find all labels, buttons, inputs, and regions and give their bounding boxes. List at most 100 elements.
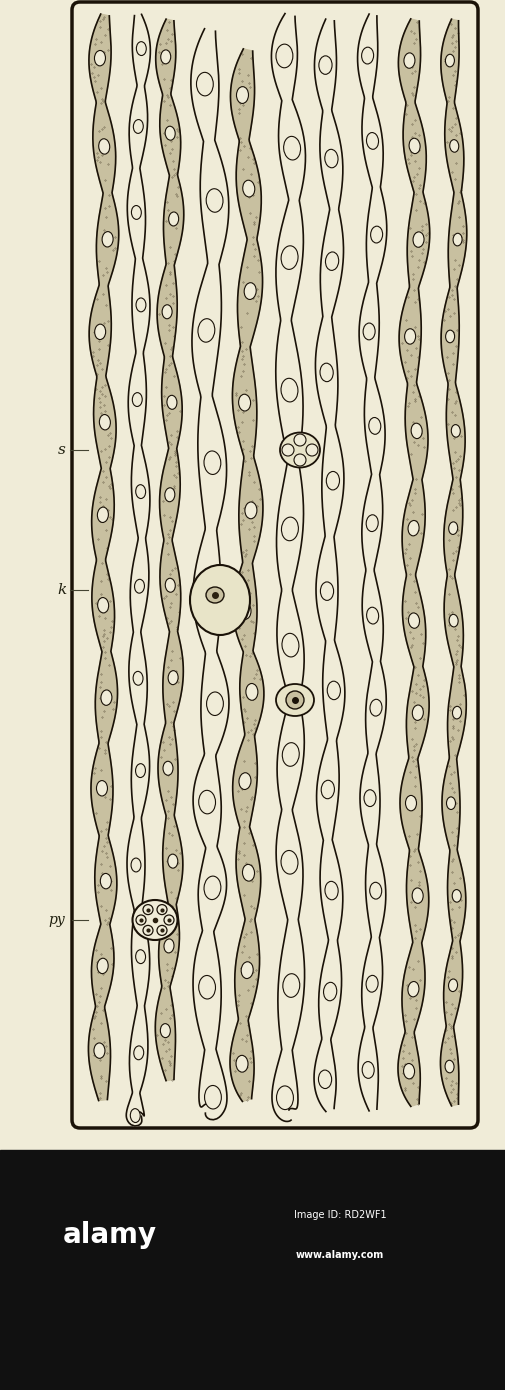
Ellipse shape <box>96 781 108 796</box>
Ellipse shape <box>196 72 213 96</box>
Ellipse shape <box>325 252 339 271</box>
Ellipse shape <box>133 671 143 685</box>
FancyBboxPatch shape <box>72 1 478 1129</box>
Ellipse shape <box>326 471 339 489</box>
Ellipse shape <box>283 974 300 998</box>
Ellipse shape <box>367 607 379 624</box>
Ellipse shape <box>449 614 458 627</box>
Ellipse shape <box>366 514 378 531</box>
Polygon shape <box>191 29 229 1120</box>
Ellipse shape <box>161 50 171 64</box>
Circle shape <box>294 455 306 466</box>
Ellipse shape <box>206 189 223 213</box>
Ellipse shape <box>94 50 106 65</box>
Ellipse shape <box>405 329 416 345</box>
Ellipse shape <box>101 689 112 705</box>
Circle shape <box>282 443 294 456</box>
Ellipse shape <box>136 297 146 311</box>
Ellipse shape <box>97 598 109 613</box>
Ellipse shape <box>165 126 175 140</box>
Ellipse shape <box>411 423 422 439</box>
Ellipse shape <box>451 424 461 438</box>
Ellipse shape <box>404 53 415 68</box>
Ellipse shape <box>409 138 420 154</box>
Ellipse shape <box>319 1070 332 1088</box>
Ellipse shape <box>320 582 334 600</box>
Polygon shape <box>314 19 345 1112</box>
Ellipse shape <box>412 888 423 904</box>
Ellipse shape <box>134 580 144 594</box>
Ellipse shape <box>277 1086 293 1109</box>
Ellipse shape <box>448 979 458 991</box>
Ellipse shape <box>198 976 216 999</box>
Ellipse shape <box>327 681 340 699</box>
Ellipse shape <box>163 762 173 776</box>
Ellipse shape <box>135 763 145 777</box>
Ellipse shape <box>161 1023 170 1038</box>
Ellipse shape <box>366 976 378 992</box>
Text: Image ID: RD2WF1: Image ID: RD2WF1 <box>294 1211 386 1220</box>
Text: s: s <box>58 443 66 457</box>
Ellipse shape <box>413 232 424 247</box>
Ellipse shape <box>448 521 458 534</box>
Text: alamy: alamy <box>63 1220 157 1250</box>
Ellipse shape <box>403 1063 415 1079</box>
Ellipse shape <box>281 378 298 402</box>
Ellipse shape <box>97 958 108 973</box>
Ellipse shape <box>371 227 383 243</box>
Ellipse shape <box>99 414 111 430</box>
Polygon shape <box>398 19 430 1106</box>
Ellipse shape <box>130 1109 140 1123</box>
Ellipse shape <box>94 324 106 339</box>
Ellipse shape <box>281 517 298 541</box>
Ellipse shape <box>131 858 141 872</box>
Ellipse shape <box>242 865 255 881</box>
Ellipse shape <box>162 304 172 318</box>
Circle shape <box>136 915 146 924</box>
Ellipse shape <box>133 120 143 133</box>
Ellipse shape <box>412 705 423 720</box>
Ellipse shape <box>324 983 337 1001</box>
Ellipse shape <box>100 873 111 888</box>
Circle shape <box>286 691 304 709</box>
Ellipse shape <box>325 881 338 899</box>
Ellipse shape <box>276 684 314 716</box>
Ellipse shape <box>236 86 248 103</box>
Ellipse shape <box>453 234 462 246</box>
Ellipse shape <box>362 47 374 64</box>
Ellipse shape <box>281 851 298 874</box>
Ellipse shape <box>241 962 253 979</box>
Ellipse shape <box>136 485 145 499</box>
Ellipse shape <box>280 432 320 467</box>
Ellipse shape <box>370 883 382 899</box>
Ellipse shape <box>204 450 221 474</box>
Ellipse shape <box>325 149 338 168</box>
Circle shape <box>294 434 306 446</box>
Ellipse shape <box>408 981 419 997</box>
Ellipse shape <box>245 502 257 518</box>
Ellipse shape <box>408 520 419 537</box>
Ellipse shape <box>370 699 382 716</box>
Ellipse shape <box>282 742 299 766</box>
Ellipse shape <box>239 603 251 620</box>
Ellipse shape <box>369 417 381 434</box>
Ellipse shape <box>102 232 113 247</box>
Ellipse shape <box>281 246 298 270</box>
Ellipse shape <box>445 1061 454 1073</box>
Ellipse shape <box>205 1086 221 1109</box>
Ellipse shape <box>244 282 256 299</box>
Circle shape <box>157 905 167 915</box>
Ellipse shape <box>452 890 461 902</box>
Ellipse shape <box>452 706 462 719</box>
Ellipse shape <box>409 613 420 628</box>
Ellipse shape <box>198 791 216 813</box>
Circle shape <box>164 915 174 924</box>
Polygon shape <box>440 19 467 1106</box>
Ellipse shape <box>450 139 459 153</box>
Ellipse shape <box>367 132 379 149</box>
Ellipse shape <box>131 206 141 220</box>
Ellipse shape <box>445 54 455 67</box>
Ellipse shape <box>206 587 224 603</box>
Circle shape <box>143 905 153 915</box>
Ellipse shape <box>164 938 174 954</box>
